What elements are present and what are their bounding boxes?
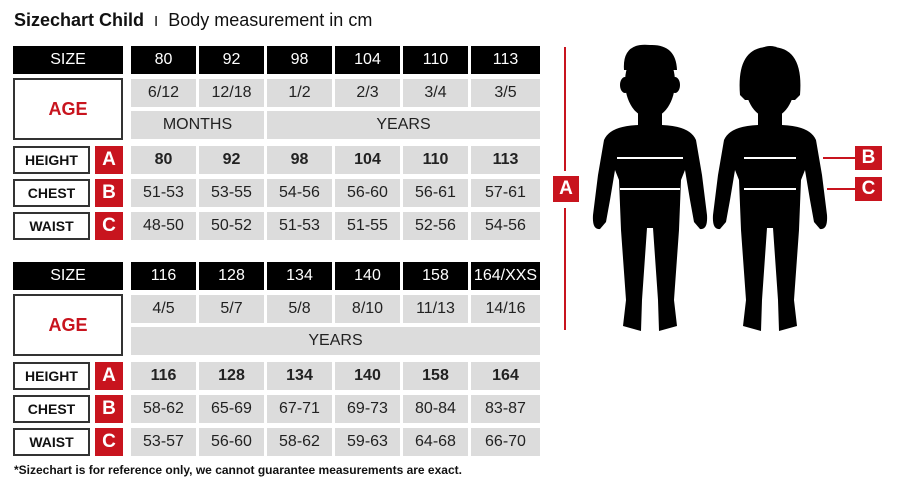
age-cell: 12/18 (199, 79, 264, 107)
size-cell: 140 (335, 262, 400, 290)
age-cell: 6/12 (131, 79, 196, 107)
size-cell: 92 (199, 46, 264, 74)
waist-cell: 50-52 (199, 212, 264, 240)
size-cell: 110 (403, 46, 468, 74)
marker-b: B (95, 179, 123, 207)
marker-b: B (855, 146, 882, 170)
height-cell: 134 (267, 362, 332, 390)
height-cell: 158 (403, 362, 468, 390)
height-cell: 110 (403, 146, 468, 174)
height-cell: 104 (335, 146, 400, 174)
waist-cell: 58-62 (267, 428, 332, 456)
age-cell: 3/4 (403, 79, 468, 107)
size-cell: 128 (199, 262, 264, 290)
age-cell: 14/16 (471, 295, 540, 323)
waist-cell: 51-55 (335, 212, 400, 240)
marker-a: A (95, 362, 123, 390)
size-cell: 80 (131, 46, 196, 74)
age-label: AGE (13, 294, 123, 356)
marker-a: A (553, 176, 579, 202)
chest-cell: 69-73 (335, 395, 400, 423)
girl-silhouette (712, 46, 828, 331)
marker-c: C (95, 212, 123, 240)
age-cell: 1/2 (267, 79, 332, 107)
waist-cell: 66-70 (471, 428, 540, 456)
age-cell: 4/5 (131, 295, 196, 323)
size-label: SIZE (13, 262, 123, 290)
chest-cell: 56-60 (335, 179, 400, 207)
height-cell: 113 (471, 146, 540, 174)
height-cell: 140 (335, 362, 400, 390)
height-label: HEIGHT (13, 362, 90, 390)
size-cell: 98 (267, 46, 332, 74)
waist-cell: 52-56 (403, 212, 468, 240)
chest-cell: 80-84 (403, 395, 468, 423)
chest-cell: 51-53 (131, 179, 196, 207)
waist-cell: 59-63 (335, 428, 400, 456)
marker-a: A (95, 146, 123, 174)
chest-cell: 58-62 (131, 395, 196, 423)
waist-cell: 51-53 (267, 212, 332, 240)
chest-cell: 67-71 (267, 395, 332, 423)
waist-cell: 53-57 (131, 428, 196, 456)
age-cell: 5/8 (267, 295, 332, 323)
age-label: AGE (13, 78, 123, 140)
age-cell: 5/7 (199, 295, 264, 323)
unit-months: MONTHS (131, 111, 264, 139)
height-cell: 92 (199, 146, 264, 174)
height-cell: 164 (471, 362, 540, 390)
height-cell: 128 (199, 362, 264, 390)
size-label: SIZE (13, 46, 123, 74)
unit-years: YEARS (267, 111, 540, 139)
marker-c: C (855, 177, 882, 201)
chest-label: CHEST (13, 395, 90, 423)
page-title: Sizechart Child I Body measurement in cm (14, 10, 373, 30)
size-cell: 164/XXS (471, 262, 540, 290)
age-cell: 2/3 (335, 79, 400, 107)
size-cell: 113 (471, 46, 540, 74)
age-cell: 11/13 (403, 295, 468, 323)
size-cell: 116 (131, 262, 196, 290)
chest-cell: 54-56 (267, 179, 332, 207)
marker-c: C (95, 428, 123, 456)
size-cell: 104 (335, 46, 400, 74)
height-cell: 80 (131, 146, 196, 174)
size-cell: 158 (403, 262, 468, 290)
disclaimer: *Sizechart is for reference only, we can… (14, 463, 462, 477)
chest-cell: 53-55 (199, 179, 264, 207)
waist-cell: 54-56 (471, 212, 540, 240)
boy-silhouette (592, 44, 708, 331)
chest-cell: 65-69 (199, 395, 264, 423)
waist-label: WAIST (13, 428, 90, 456)
height-label: HEIGHT (13, 146, 90, 174)
size-cell: 134 (267, 262, 332, 290)
height-cell: 98 (267, 146, 332, 174)
waist-cell: 56-60 (199, 428, 264, 456)
waist-cell: 48-50 (131, 212, 196, 240)
chest-cell: 83-87 (471, 395, 540, 423)
waist-cell: 64-68 (403, 428, 468, 456)
marker-b: B (95, 395, 123, 423)
age-cell: 3/5 (471, 79, 540, 107)
chest-cell: 57-61 (471, 179, 540, 207)
waist-label: WAIST (13, 212, 90, 240)
unit-years: YEARS (131, 327, 540, 355)
height-cell: 116 (131, 362, 196, 390)
chest-label: CHEST (13, 179, 90, 207)
age-cell: 8/10 (335, 295, 400, 323)
chest-cell: 56-61 (403, 179, 468, 207)
